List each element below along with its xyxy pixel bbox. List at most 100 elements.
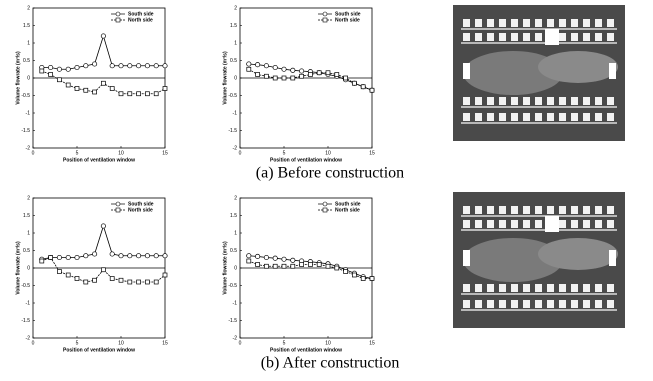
image-cell [571, 97, 578, 105]
simulation-image [453, 192, 625, 328]
image-cell [487, 19, 494, 27]
image-cell [607, 284, 614, 292]
marker [84, 280, 88, 284]
image-cell [583, 113, 590, 121]
image-cell [595, 97, 602, 105]
image-cell [463, 206, 470, 214]
image-cell [523, 19, 530, 27]
marker [300, 74, 304, 78]
marker [57, 255, 61, 259]
marker [110, 87, 114, 91]
image-cell [547, 97, 554, 105]
marker [291, 68, 295, 72]
image-cell [475, 220, 482, 228]
marker [110, 252, 114, 256]
y-tick-label: -1 [233, 110, 238, 116]
image-cell [571, 19, 578, 27]
marker [57, 67, 61, 71]
image-cell [499, 220, 506, 228]
y-tick-label: 1 [234, 40, 237, 46]
image-cell [559, 220, 566, 228]
marker [128, 64, 132, 68]
marker [145, 280, 149, 284]
image-cell [523, 300, 530, 308]
y-tick-label: 2 [27, 195, 30, 201]
marker [84, 64, 88, 68]
y-tick-label: -0.5 [21, 283, 30, 289]
image-cell [463, 284, 470, 292]
legend-label: North side [335, 207, 360, 213]
image-block [545, 216, 559, 232]
marker [145, 254, 149, 258]
legend-marker [116, 12, 120, 16]
marker [93, 278, 97, 282]
image-cell [475, 33, 482, 41]
marker [247, 259, 251, 263]
x-tick-label: 15 [162, 150, 168, 156]
x-tick-label: 5 [76, 150, 79, 156]
image-cell [571, 113, 578, 121]
marker [370, 88, 374, 92]
marker [145, 64, 149, 68]
image-cell [499, 206, 506, 214]
x-tick-label: 5 [76, 340, 79, 346]
y-tick-label: 0.5 [230, 248, 237, 254]
marker [75, 87, 79, 91]
marker [57, 78, 61, 82]
y-tick-label: 0 [27, 75, 30, 81]
marker [128, 280, 132, 284]
marker [66, 255, 70, 259]
image-cell [595, 284, 602, 292]
image-cell [499, 113, 506, 121]
marker [361, 277, 365, 281]
image-cell [511, 113, 518, 121]
marker [110, 64, 114, 68]
marker [282, 67, 286, 71]
y-tick-label: -0.5 [228, 93, 237, 99]
marker [282, 76, 286, 80]
legend-label: North side [128, 17, 153, 23]
image-cell [499, 33, 506, 41]
x-tick-label: 5 [283, 150, 286, 156]
image-cell [535, 220, 542, 228]
marker [163, 64, 167, 68]
image-cell [583, 300, 590, 308]
image-cell [487, 300, 494, 308]
marker [163, 254, 167, 258]
y-tick-label: -1.5 [21, 128, 30, 134]
image-cell [511, 220, 518, 228]
y-tick-label: 0.5 [230, 58, 237, 64]
caption: (b) After construction [261, 355, 400, 372]
marker [101, 81, 105, 85]
x-tick-label: 10 [118, 340, 124, 346]
marker [40, 69, 44, 73]
image-cell [475, 113, 482, 121]
y-tick-label: 0.5 [23, 58, 30, 64]
image-cell [535, 19, 542, 27]
marker [255, 62, 259, 66]
marker [264, 255, 268, 259]
x-tick-label: 10 [325, 340, 331, 346]
image-cell [559, 284, 566, 292]
marker [256, 263, 260, 267]
image-cell [523, 220, 530, 228]
legend-marker [116, 202, 120, 206]
x-tick-label: 10 [325, 150, 331, 156]
image-cell [511, 97, 518, 105]
marker [75, 255, 79, 259]
legend-marker [323, 208, 327, 212]
caption: (a) Before construction [256, 165, 404, 182]
marker [344, 76, 348, 80]
image-cell [583, 220, 590, 228]
image-cell [475, 300, 482, 308]
marker [119, 254, 123, 258]
marker [273, 65, 277, 69]
legend-label: North side [128, 207, 153, 213]
y-tick-label: 0 [234, 265, 237, 271]
marker [40, 259, 44, 263]
image-cell [571, 220, 578, 228]
image-cell [571, 33, 578, 41]
marker [154, 280, 158, 284]
x-axis-label: Position of ventilation window [270, 157, 342, 163]
image-cell [475, 97, 482, 105]
